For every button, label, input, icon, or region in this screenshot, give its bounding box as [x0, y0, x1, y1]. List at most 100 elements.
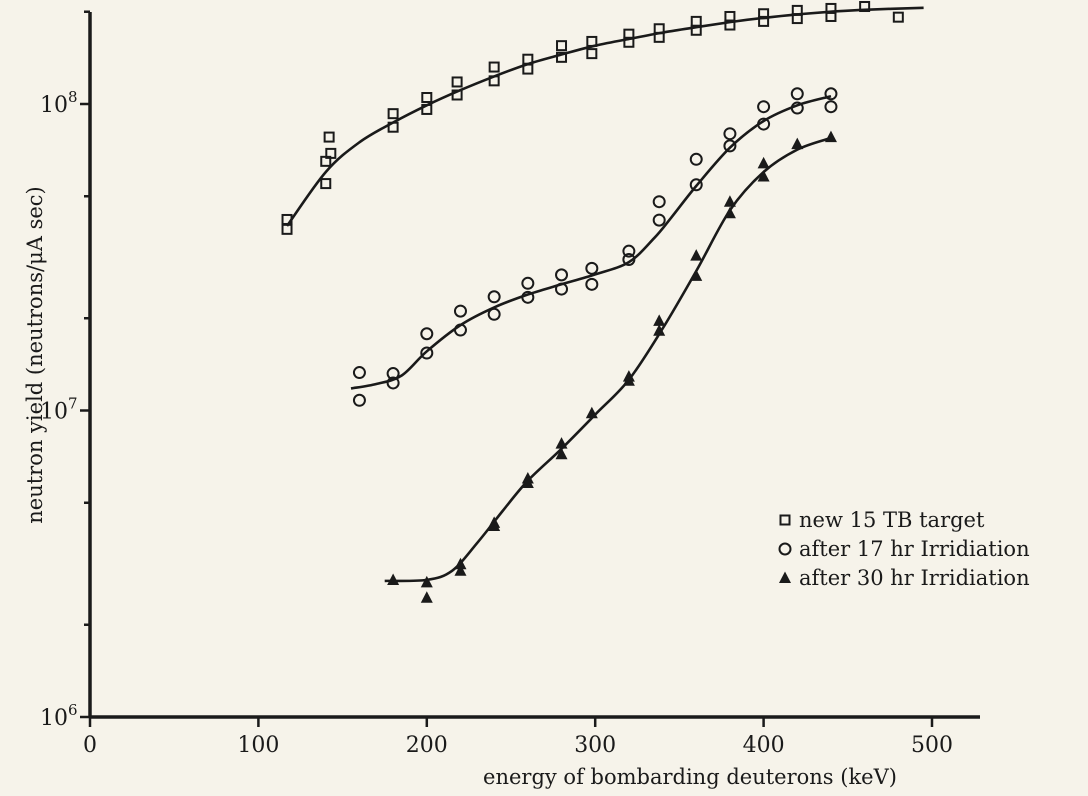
data-point: [689, 178, 703, 192]
data-point: [386, 376, 400, 390]
x-tick-label: 400: [743, 733, 785, 758]
data-point: [421, 103, 433, 115]
data-point: [586, 35, 598, 47]
data-point: [281, 223, 293, 235]
data-point: [453, 304, 467, 318]
data-point: [555, 268, 569, 282]
data-point: [521, 290, 535, 304]
y-tick-label: 108: [40, 88, 78, 118]
data-point: [824, 130, 837, 143]
data-point: [420, 346, 434, 360]
data-point: [487, 290, 501, 304]
fit-curve: [350, 94, 832, 390]
axes: [88, 12, 980, 719]
data-point: [790, 101, 804, 115]
data-point: [825, 10, 837, 22]
data-point: [453, 323, 467, 337]
y-tick-label: 106: [40, 701, 78, 731]
data-point: [859, 1, 871, 13]
data-point: [623, 36, 635, 48]
legend-marker: [779, 514, 791, 526]
data-point: [420, 327, 434, 341]
legend-marker: [778, 542, 792, 556]
data-point: [323, 131, 335, 143]
data-point: [585, 406, 598, 419]
x-tick-label: 200: [406, 733, 448, 758]
data-point: [451, 76, 463, 88]
data-point: [420, 575, 433, 588]
data-point: [325, 147, 337, 159]
data-point: [585, 277, 599, 291]
data-point: [723, 195, 736, 207]
data-point: [757, 170, 770, 182]
data-point: [454, 557, 467, 570]
data-point: [652, 195, 666, 209]
data-point: [555, 447, 568, 460]
data-point: [824, 87, 838, 101]
data-point: [758, 8, 770, 20]
y-axis-title: neutron yield (neutrons/μA sec): [23, 186, 47, 523]
legend-label: after 17 hr Irridiation: [799, 537, 1030, 561]
data-point: [690, 269, 703, 281]
x-tick-label: 0: [83, 733, 97, 758]
data-point: [451, 89, 463, 101]
data-point: [690, 15, 702, 27]
data-point: [892, 11, 904, 23]
data-point: [522, 63, 534, 75]
data-point: [653, 324, 666, 336]
legend-label: after 30 hr Irridiation: [799, 566, 1030, 590]
data-point: [521, 476, 534, 489]
data-point: [653, 31, 665, 43]
y-tick-label: 107: [40, 395, 78, 425]
legend-label: new 15 TB target: [799, 508, 985, 532]
data-point: [824, 100, 838, 114]
data-point: [555, 437, 568, 449]
data-point: [622, 374, 635, 386]
data-point: [690, 249, 703, 261]
data-point: [757, 100, 771, 114]
data-point: [790, 87, 804, 101]
legend: new 15 TB target after 17 hr Irridiation a…: [778, 508, 1030, 590]
data-point: [689, 152, 703, 166]
data-point: [723, 206, 736, 219]
data-point: [556, 40, 568, 52]
data-point: [791, 13, 803, 25]
data-point: [585, 261, 599, 275]
data-point: [652, 213, 666, 227]
data-point: [521, 276, 535, 290]
data-point: [488, 75, 500, 87]
x-axis-title: energy of bombarding deuterons (keV): [483, 765, 897, 789]
data-point: [724, 19, 736, 31]
y-ticks: 106 107 108: [40, 10, 90, 731]
data-point: [420, 591, 433, 603]
data-point: [690, 24, 702, 36]
data-point: [386, 367, 400, 381]
data-point: [352, 393, 366, 407]
data-point: [757, 156, 770, 169]
data-point: [387, 121, 399, 133]
data-point: [653, 314, 666, 326]
data-point: [586, 48, 598, 60]
data-point: [723, 139, 737, 153]
data-point: [622, 252, 636, 266]
data-point: [320, 178, 332, 190]
x-tick-label: 100: [237, 733, 279, 758]
fit-curves: [285, 6, 924, 583]
legend-marker: [779, 571, 791, 583]
data-point: [421, 92, 433, 104]
data-point: [723, 127, 737, 141]
data-point: [622, 244, 636, 258]
data-point: [387, 108, 399, 120]
x-tick-label: 300: [574, 733, 616, 758]
data-point: [791, 137, 804, 150]
data-point: [556, 51, 568, 63]
data-point: [757, 117, 771, 131]
x-tick-label: 500: [911, 733, 953, 758]
data-point: [555, 282, 569, 296]
data-point: [387, 573, 400, 585]
fit-curve: [384, 136, 832, 583]
fit-curve: [285, 6, 924, 227]
data-point: [488, 519, 501, 531]
data-points: [281, 1, 904, 603]
